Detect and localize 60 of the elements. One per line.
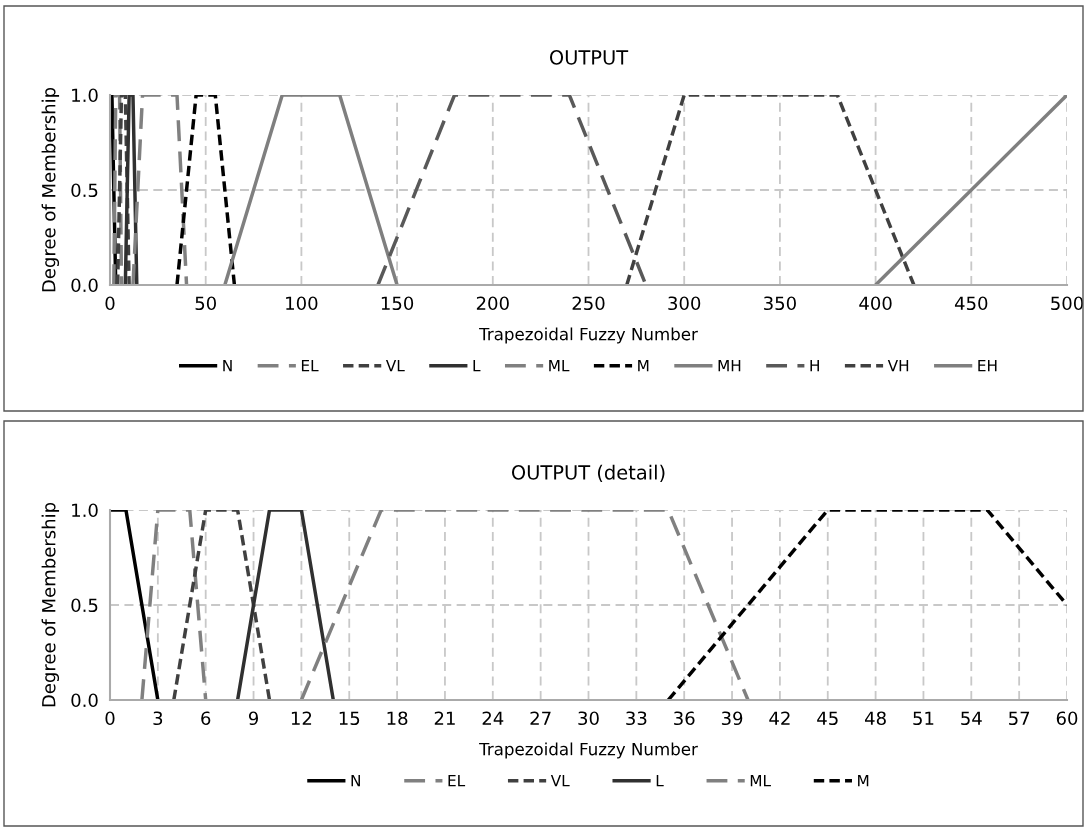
x-tick-label: 48: [865, 711, 886, 726]
y-tick-label: 0.5: [71, 598, 98, 613]
legend-label: EL: [448, 775, 466, 787]
x-tick-label: 27: [530, 711, 551, 725]
legend-label: VL: [550, 775, 570, 787]
chart-title: OUTPUT (detail): [511, 464, 665, 483]
x-tick-label: 18: [387, 711, 408, 726]
x-tick-label: 200: [476, 296, 509, 311]
y-axis-title: Degree of Membership: [41, 502, 60, 707]
x-tick-label: 42: [769, 711, 790, 725]
legend-label: VH: [887, 360, 909, 372]
x-tick-label: 57: [1009, 711, 1030, 726]
x-tick-label: 33: [626, 711, 647, 726]
x-tick-label: 300: [668, 296, 701, 311]
x-tick-label: 51: [913, 711, 934, 726]
legend-label: ML: [549, 360, 570, 372]
x-tick-label: 400: [859, 296, 892, 311]
x-tick-label: 30: [578, 711, 599, 726]
legend-label: ML: [750, 775, 771, 787]
x-tick-label: 60: [1056, 711, 1078, 726]
x-tick-label: 500: [1051, 296, 1084, 311]
y-tick-label: 1.0: [72, 88, 98, 103]
x-axis-title: Trapezoidal Fuzzy Number: [479, 742, 698, 759]
x-tick-label: 36: [674, 711, 695, 726]
legend-label: EL: [301, 360, 319, 372]
x-tick-label: 450: [954, 296, 988, 311]
y-tick-label: 1.0: [72, 503, 98, 518]
legend-label: H: [810, 360, 819, 372]
legend-label: L: [473, 360, 481, 372]
legend-label: L: [656, 775, 664, 787]
legend-label: N: [223, 360, 232, 372]
x-tick-label: 100: [286, 296, 318, 311]
x-tick-label: 0: [105, 296, 115, 311]
x-tick-label: 21: [434, 711, 455, 725]
y-tick-label: 0.0: [71, 278, 98, 293]
x-tick-label: 0: [105, 711, 115, 726]
x-tick-label: 150: [381, 296, 414, 311]
x-tick-label: 24: [482, 711, 504, 725]
x-tick-label: 39: [721, 711, 743, 726]
x-tick-label: 12: [291, 711, 312, 725]
x-tick-label: 6: [201, 711, 211, 726]
x-axis-title: Trapezoidal Fuzzy Number: [479, 327, 698, 344]
x-tick-label: 50: [195, 296, 216, 311]
legend-label: MH: [718, 360, 741, 372]
x-tick-label: 15: [339, 711, 360, 726]
y-tick-label: 0.5: [71, 183, 98, 198]
y-tick-label: 0.0: [71, 693, 98, 708]
x-tick-label: 3: [153, 711, 163, 726]
y-axis-title: Degree of Membership: [41, 87, 60, 292]
legend-label: M: [638, 360, 649, 372]
x-tick-label: 250: [572, 296, 605, 311]
legend-label: N: [351, 775, 360, 787]
x-tick-label: 9: [248, 711, 259, 726]
x-tick-label: 45: [817, 711, 838, 726]
legend-label: M: [858, 775, 869, 787]
x-tick-label: 350: [764, 296, 796, 311]
legend-label: EH: [978, 360, 997, 372]
legend-label: VL: [385, 360, 405, 372]
x-tick-label: 54: [961, 711, 982, 726]
chart-title: OUTPUT: [549, 50, 629, 65]
